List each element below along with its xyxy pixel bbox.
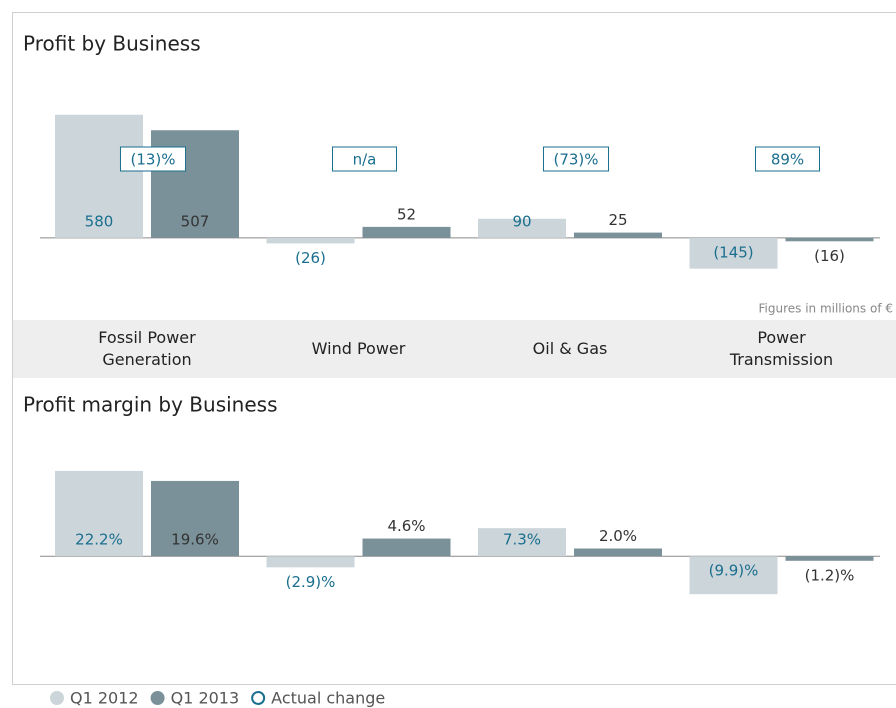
bar <box>689 556 778 595</box>
value-label: 580 <box>85 212 114 230</box>
legend-label: Q1 2012 <box>70 689 139 708</box>
change-box <box>542 146 610 172</box>
legend-label: Actual change <box>271 689 385 708</box>
bar <box>785 556 874 561</box>
value-label: 4.6% <box>387 517 425 535</box>
change-label: (73)% <box>553 151 598 169</box>
category-label: Oil & Gas <box>532 339 608 358</box>
bar <box>55 114 143 238</box>
change-box <box>755 146 820 172</box>
legend-swatch <box>50 691 64 705</box>
category-band <box>13 320 896 378</box>
change-label: n/a <box>353 151 377 169</box>
change-label: 89% <box>771 151 804 169</box>
value-label: (2.9)% <box>286 573 336 591</box>
value-label: 19.6% <box>171 531 219 549</box>
bar <box>478 218 566 238</box>
bar <box>362 538 451 557</box>
bar <box>785 237 874 242</box>
bar <box>151 480 239 557</box>
bar <box>574 548 662 557</box>
value-label: 2.0% <box>599 527 637 545</box>
change-box <box>332 146 397 172</box>
bar <box>266 237 355 244</box>
value-label: 507 <box>181 212 210 230</box>
legend-swatch <box>251 691 266 705</box>
value-label: 22.2% <box>75 531 123 549</box>
bar <box>55 470 143 557</box>
value-label: (16) <box>814 247 845 265</box>
category-label: Fossil Power Generation <box>98 328 196 369</box>
value-label: 7.3% <box>503 531 541 549</box>
legend-label: Q1 2013 <box>171 689 240 708</box>
change-label: (13)% <box>130 151 175 169</box>
value-label: 52 <box>397 205 416 223</box>
category-label: Power Transmission <box>729 328 834 369</box>
value-label: (1.2)% <box>805 566 855 584</box>
category-label: Wind Power <box>311 339 406 358</box>
value-label: (26) <box>295 249 326 267</box>
value-label: (145) <box>713 243 753 261</box>
change-box <box>119 146 187 172</box>
legend-swatch <box>150 691 165 705</box>
chart-title: Profit by Business <box>23 32 201 56</box>
bar <box>362 226 451 238</box>
chart-title: Profit margin by Business <box>23 393 278 417</box>
value-label: (9.9)% <box>709 562 759 580</box>
value-label: 25 <box>608 211 627 229</box>
bar <box>266 556 355 568</box>
bar <box>689 237 778 269</box>
note: Figures in millions of € <box>758 302 893 316</box>
bar <box>478 528 566 557</box>
bar <box>574 232 662 238</box>
value-label: 90 <box>512 212 531 230</box>
frame <box>12 12 896 685</box>
